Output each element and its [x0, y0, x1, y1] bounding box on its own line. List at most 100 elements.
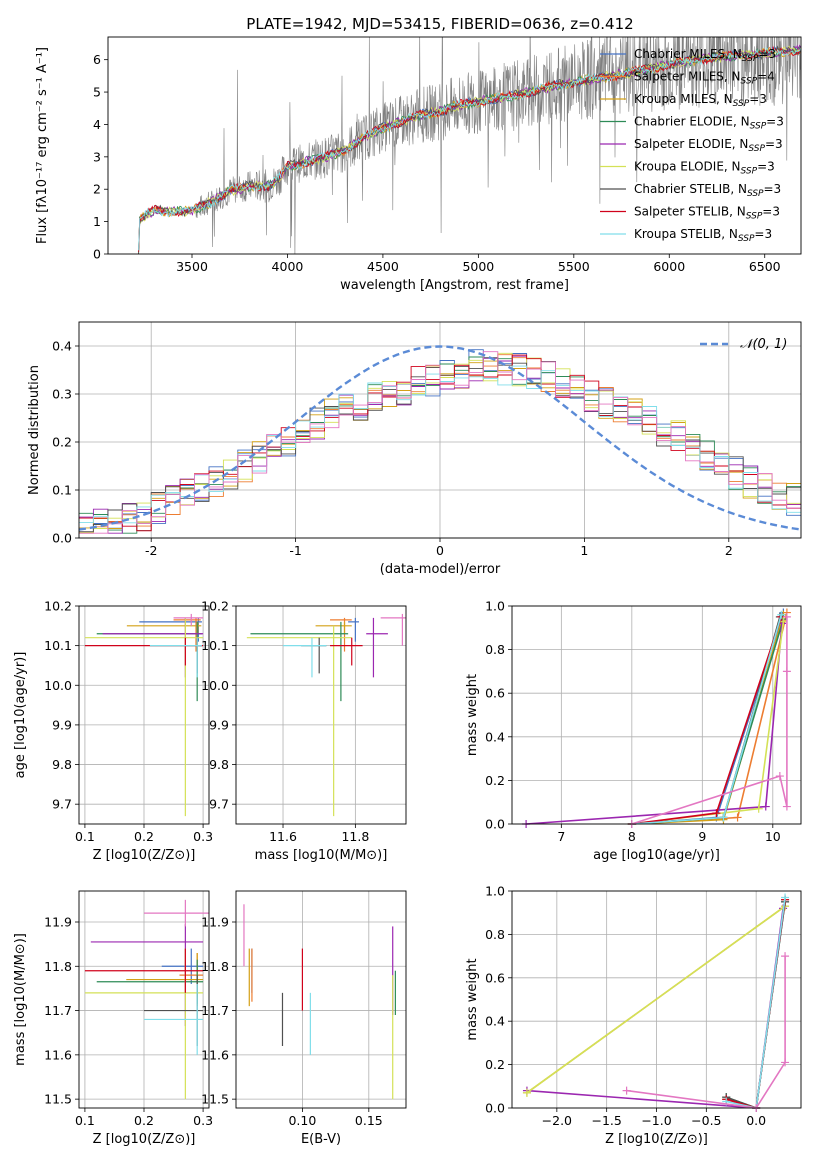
y-tick-label: 1	[93, 214, 101, 229]
gaussian-curve	[78, 345, 802, 531]
model-spectrum-kroupa-stelib	[138, 46, 801, 251]
x-tick-label: 0.1	[75, 1113, 95, 1128]
x-tick-label: 0.3	[193, 829, 213, 844]
y-tick-label: 11.7	[44, 1003, 72, 1018]
mass-weight-line	[631, 614, 783, 825]
x-axis-label: Z [log10(Z/Z⊙)]	[93, 848, 196, 863]
y-tick-label: 9.8	[209, 757, 229, 772]
mass-weight-marker	[775, 772, 784, 781]
x-tick-label: 8	[628, 829, 636, 844]
plot-frame	[107, 36, 802, 255]
x-axis-label: age [log10(age/yr)]	[593, 848, 720, 863]
x-tick-label: 0	[436, 543, 444, 558]
x-tick-label: 0.1	[75, 829, 95, 844]
y-tick-label: 0.4	[52, 339, 72, 354]
mass-weight-line	[631, 616, 788, 825]
mass-weight-line	[631, 616, 783, 825]
y-tick-label: 1.0	[485, 884, 505, 899]
y-axis-label: mass [log10(M/M⊙)]	[13, 933, 28, 1066]
y-tick-label: 5	[93, 85, 101, 100]
y-tick-label: 0.1	[52, 483, 72, 498]
mass-vs-ebv-panel: 0.10 0.15 11.5 11.6 11.7 11.8 11.9 E(B-V)	[201, 890, 407, 1147]
y-tick-label: 10.0	[44, 678, 72, 693]
x-tick-label: −0.5	[691, 1113, 721, 1128]
y-axis-label: mass weight	[465, 674, 480, 756]
mass-weight-marker	[719, 813, 728, 822]
y-axis-label: age [log10(age/yr)]	[13, 652, 28, 779]
x-tick-label: 5000	[462, 259, 494, 274]
legend-entry: 𝒩(0, 1)	[740, 337, 787, 352]
y-tick-label: 9.9	[52, 717, 72, 732]
x-tick-label: 1	[580, 543, 588, 558]
y-tick-label: 9.8	[52, 757, 72, 772]
y-tick-label: 11.9	[44, 915, 72, 930]
x-axis-label: E(B-V)	[301, 1132, 341, 1147]
x-tick-label: -1	[289, 543, 301, 558]
legend-entry: Salpeter ELODIE, NSSP=3	[634, 137, 783, 154]
y-tick-label: 9.7	[52, 797, 72, 812]
x-axis-label: mass [log10(M/M⊙)]	[255, 848, 388, 863]
x-tick-label: 10	[765, 829, 781, 844]
observed-spectrum	[195, 37, 801, 254]
legend-entry: Chabrier STELIB, NSSP=3	[634, 182, 781, 199]
age-vs-mass-panel: 11.6 11.8 9.7 9.8 9.9 10.0 10.1 10.2 mass [log10…	[201, 599, 407, 863]
mass-weight-marker	[782, 802, 791, 811]
x-tick-label: 3500	[176, 259, 208, 274]
y-tick-label: 11.7	[201, 1003, 229, 1018]
x-axis-label: (data-model)/error	[380, 562, 501, 577]
y-axis-label: Normed distribution	[27, 365, 42, 495]
x-tick-label: 0.2	[134, 1113, 154, 1128]
mass-weight-marker	[781, 952, 790, 961]
plot-frame	[78, 605, 210, 825]
y-tick-label: 0.0	[485, 817, 505, 832]
y-tick-label: 0.4	[485, 729, 505, 744]
y-tick-label: 0.2	[52, 435, 72, 450]
mass-weight-marker	[522, 1088, 531, 1097]
legend-entry: Salpeter STELIB, NSSP=3	[634, 205, 780, 222]
y-tick-label: 10.0	[201, 678, 229, 693]
plot-frame	[235, 890, 407, 1109]
y-tick-label: 11.9	[201, 915, 229, 930]
x-tick-label: 5500	[558, 259, 590, 274]
y-tick-label: 9.9	[209, 717, 229, 732]
legend-entry: Chabrier MILES, NSSP=3	[634, 47, 776, 64]
x-tick-label: 7	[557, 829, 565, 844]
mass-weight-marker	[733, 813, 742, 822]
y-axis-label: mass weight	[465, 958, 480, 1040]
mass-weight-marker	[782, 667, 791, 676]
x-tick-label: 0.10	[288, 1113, 316, 1128]
y-tick-label: 2	[93, 182, 101, 197]
y-tick-label: 11.5	[44, 1092, 72, 1107]
x-tick-label: 4000	[272, 259, 304, 274]
x-tick-label: −1.0	[641, 1113, 671, 1128]
y-tick-label: 11.8	[201, 959, 229, 974]
mass-weight-vs-age-panel: 7 8 9 10 0.0 0.2 0.4 0.6 0.8 1.0 age [log10(age/yr…	[465, 599, 802, 863]
y-tick-label: 0.2	[485, 773, 505, 788]
y-tick-label: 10.1	[201, 638, 229, 653]
mass-vs-Z-panel: 0.1 0.2 0.3 11.5 11.6 11.7 11.8 11.9 Z [log10(Z/…	[13, 890, 213, 1147]
y-tick-label: 0.0	[485, 1101, 505, 1116]
age-vs-Z-panel: 0.1 0.2 0.3 9.7 9.8 9.9 10.0 10.1 10.2 Z [log10(Z…	[13, 599, 213, 864]
mass-weight-marker	[761, 802, 770, 811]
y-tick-label: 10.1	[44, 638, 72, 653]
legend-entry: Kroupa MILES, NSSP=3	[634, 92, 767, 109]
mass-weight-line	[626, 956, 786, 1109]
residual-histogram	[79, 355, 801, 534]
spectrum-panel: 3500 4000 4500 5000 5500 6000 6500 0 1 2 3 4 5 6 wavel…	[35, 36, 802, 293]
plot-frame	[511, 890, 802, 1109]
residual-histogram	[79, 354, 801, 532]
figure-title: PLATE=1942, MJD=53415, FIBERID=0636, z=0…	[246, 15, 633, 33]
residuals-panel: -2 -1 0 1 2 0.0 0.1 0.2 0.3 0.4 (data-model)/error…	[27, 321, 802, 577]
y-tick-label: 0.4	[485, 1014, 505, 1029]
x-tick-label: 0.3	[193, 1113, 213, 1128]
y-tick-label: 11.8	[44, 959, 72, 974]
x-tick-label: 9	[698, 829, 706, 844]
x-axis-label: wavelength [Angstrom, rest frame]	[340, 278, 569, 293]
y-axis-label: Flux [fλ10⁻¹⁷ erg cm⁻² s⁻¹ A⁻¹]	[35, 47, 50, 244]
x-tick-label: 0.2	[134, 829, 154, 844]
x-tick-label: −2.0	[542, 1113, 572, 1128]
y-tick-label: 0.6	[485, 970, 505, 985]
mass-weight-marker	[754, 804, 763, 813]
legend-entry: Kroupa ELODIE, NSSP=3	[634, 160, 775, 177]
